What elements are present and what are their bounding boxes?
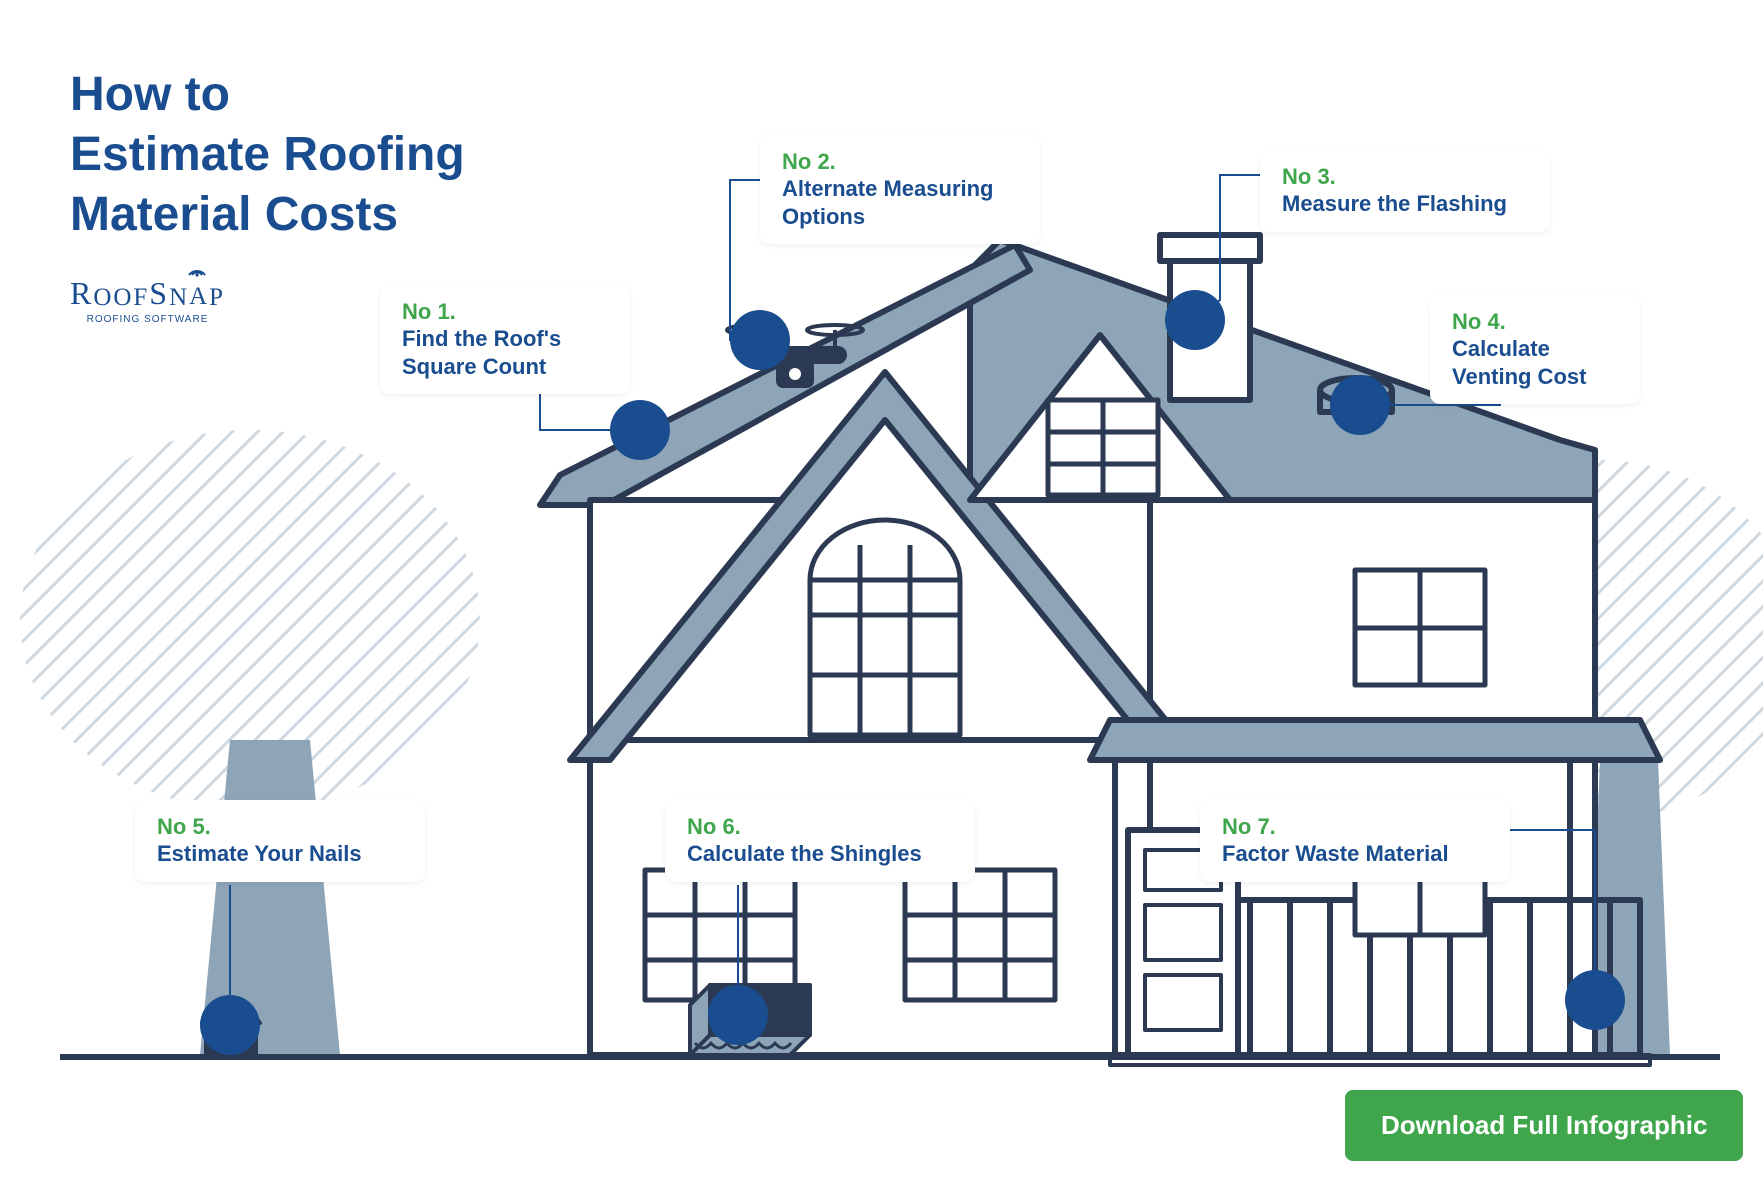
callout-number: No 4.	[1452, 309, 1618, 335]
callout-c2: No 2.Alternate Measuring Options	[760, 135, 1040, 244]
callout-number: No 2.	[782, 149, 1018, 175]
callout-text: Find the Roof's Square Count	[402, 325, 608, 380]
callout-c6: No 6.Calculate the Shingles	[665, 800, 975, 882]
callout-dot-c7	[1565, 970, 1625, 1030]
download-infographic-button[interactable]: Download Full Infographic	[1345, 1090, 1743, 1161]
callout-dot-c2	[730, 310, 790, 370]
callout-dot-c1	[610, 400, 670, 460]
infographic-canvas: How to Estimate Roofing Material Costs R…	[0, 0, 1763, 1184]
callout-c1: No 1.Find the Roof's Square Count	[380, 285, 630, 394]
callout-number: No 7.	[1222, 814, 1488, 840]
callout-c7: No 7.Factor Waste Material	[1200, 800, 1510, 882]
callout-text: Factor Waste Material	[1222, 840, 1488, 868]
callout-text: Calculate the Shingles	[687, 840, 953, 868]
callout-dot-c5	[200, 995, 260, 1055]
callout-c5: No 5.Estimate Your Nails	[135, 800, 425, 882]
callout-dot-c3	[1165, 290, 1225, 350]
callout-text: Measure the Flashing	[1282, 190, 1528, 218]
callout-text: Estimate Your Nails	[157, 840, 403, 868]
callout-c3: No 3.Measure the Flashing	[1260, 150, 1550, 232]
callout-number: No 5.	[157, 814, 403, 840]
callout-text: Calculate Venting Cost	[1452, 335, 1618, 390]
callout-number: No 6.	[687, 814, 953, 840]
callout-dot-c4	[1330, 375, 1390, 435]
callout-c4: No 4.Calculate Venting Cost	[1430, 295, 1640, 404]
callout-number: No 3.	[1282, 164, 1528, 190]
callout-dot-c6	[708, 985, 768, 1045]
callout-text: Alternate Measuring Options	[782, 175, 1018, 230]
callout-number: No 1.	[402, 299, 608, 325]
